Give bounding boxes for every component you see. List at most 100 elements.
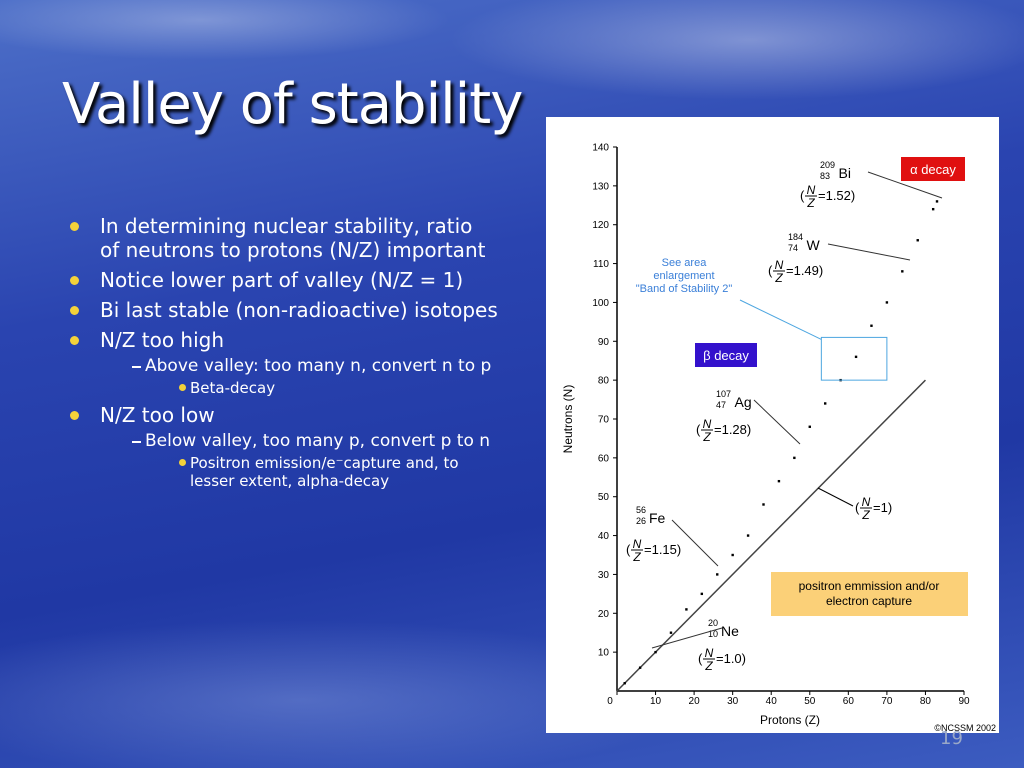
slide-title: Valley of stability bbox=[62, 72, 523, 137]
nuclide-point bbox=[685, 608, 688, 611]
atomic-number: 83 bbox=[820, 171, 830, 181]
bullet-text: In determining nuclear stability, ratio … bbox=[100, 214, 486, 262]
nuclide-point bbox=[777, 479, 781, 483]
x-tick-label: 60 bbox=[843, 696, 855, 707]
x-axis-label: Protons (Z) bbox=[760, 713, 820, 727]
nuclide-point bbox=[931, 207, 935, 211]
bullet-text: Notice lower part of valley (N/Z = 1) bbox=[100, 268, 464, 292]
ratio-bottom: Z bbox=[632, 550, 641, 564]
ratio-top: N bbox=[862, 495, 871, 509]
y-tick-label: 100 bbox=[592, 298, 609, 309]
bullet-marker bbox=[70, 306, 79, 315]
annotation-arrow bbox=[753, 399, 801, 445]
nuclide-point bbox=[854, 355, 858, 359]
enlargement-note: enlargement bbox=[653, 270, 714, 282]
annotation-arrow bbox=[827, 243, 911, 261]
beta-box bbox=[695, 343, 757, 367]
x-tick-label: 90 bbox=[958, 696, 970, 707]
nuclide-point bbox=[746, 534, 750, 537]
mass-number: 107 bbox=[716, 389, 731, 399]
ratio-top: N bbox=[705, 646, 714, 660]
slide-number: 19 bbox=[940, 728, 963, 749]
bullet-item: Below valley, too many p, convert p to n… bbox=[100, 431, 498, 490]
bullet-marker bbox=[179, 459, 186, 466]
ratio-rest: =1.28) bbox=[714, 422, 751, 437]
ratio-paren: ( bbox=[768, 263, 773, 278]
nuclide-point bbox=[638, 666, 642, 669]
ratio-rest: =1.15) bbox=[644, 542, 681, 557]
bullet-marker bbox=[179, 384, 186, 391]
nuclide-point bbox=[885, 301, 889, 304]
ratio-bottom: Z bbox=[774, 271, 783, 285]
enlargement-note: See area bbox=[662, 257, 708, 269]
y-tick-label: 20 bbox=[598, 609, 610, 620]
y-tick-label: 40 bbox=[598, 531, 610, 542]
bullet-marker bbox=[70, 222, 79, 231]
atomic-number: 74 bbox=[788, 243, 798, 253]
nuclide-point bbox=[824, 402, 827, 405]
nuclide-point bbox=[669, 631, 673, 634]
dash-marker bbox=[132, 441, 141, 443]
nuclide-point bbox=[793, 456, 796, 460]
y-axis-label: Neutrons (N) bbox=[561, 385, 575, 454]
bullet-text: Above valley: too many n, convert n to p bbox=[145, 356, 492, 376]
alpha-box bbox=[901, 157, 965, 181]
y-tick-label: 110 bbox=[593, 259, 609, 270]
bullet-item: N/Z too high Above valley: too many n, co… bbox=[68, 328, 498, 397]
mass-number: 209 bbox=[820, 160, 835, 170]
y-tick-label: 130 bbox=[592, 181, 609, 192]
nuclide-point bbox=[700, 592, 704, 596]
ratio-rest: =1.0) bbox=[716, 651, 746, 666]
beta-label: β decay bbox=[703, 348, 749, 363]
bullet-marker bbox=[70, 336, 79, 345]
positron-label: electron capture bbox=[826, 594, 912, 608]
ratio-top: N bbox=[703, 417, 712, 431]
reference-line bbox=[616, 379, 926, 692]
element-symbol: Fe bbox=[649, 510, 666, 526]
x-tick-label: 50 bbox=[804, 696, 816, 707]
ratio-rest: =1.49) bbox=[786, 263, 823, 278]
annotation-arrow bbox=[671, 519, 719, 567]
ratio-paren: ( bbox=[698, 651, 703, 666]
nuclide-point bbox=[731, 553, 734, 557]
ratio-arrow bbox=[817, 487, 854, 507]
element-symbol: W bbox=[807, 237, 821, 253]
ratio-top: N bbox=[775, 258, 784, 272]
nuclide-point bbox=[716, 573, 719, 576]
mass-number: 184 bbox=[788, 232, 803, 242]
nuclide-point bbox=[916, 239, 919, 242]
bullet-marker bbox=[70, 411, 79, 420]
ratio-bottom: Z bbox=[702, 430, 711, 444]
element-symbol: Ne bbox=[721, 623, 739, 639]
ratio-top: N bbox=[807, 183, 816, 197]
ratio-paren: ( bbox=[855, 500, 860, 515]
atomic-number: 10 bbox=[708, 629, 718, 639]
x-tick-label: 0 bbox=[607, 696, 613, 707]
bullet-text: N/Z too low bbox=[100, 403, 215, 427]
bullet-text: Below valley, too many p, convert p to n bbox=[145, 431, 491, 451]
y-tick-label: 80 bbox=[598, 376, 610, 387]
atomic-number: 26 bbox=[636, 516, 646, 526]
enlargement-note: "Band of Stability 2" bbox=[636, 283, 733, 295]
positron-label: positron emmission and/or bbox=[799, 579, 940, 593]
mass-number: 20 bbox=[708, 618, 718, 628]
nuclide-point bbox=[870, 324, 873, 327]
nuclide-point bbox=[935, 200, 939, 203]
bullet-text: Bi last stable (non-radioactive) isotope… bbox=[100, 298, 498, 322]
x-tick-label: 20 bbox=[689, 696, 701, 707]
atomic-number: 47 bbox=[716, 400, 726, 410]
mass-number: 56 bbox=[636, 505, 646, 515]
y-tick-label: 70 bbox=[598, 415, 610, 426]
annotation-arrow bbox=[867, 171, 943, 199]
annotation-arrow bbox=[651, 627, 723, 649]
bullet-item: Positron emission/e⁻capture and, to less… bbox=[145, 454, 498, 490]
y-tick-label: 90 bbox=[598, 337, 610, 348]
alpha-label: α decay bbox=[910, 162, 956, 177]
y-tick-label: 50 bbox=[598, 492, 610, 503]
nuclide-point bbox=[901, 270, 904, 273]
ratio-paren: ( bbox=[800, 188, 805, 203]
ratio-bottom: Z bbox=[806, 196, 815, 210]
chart-panel bbox=[546, 117, 999, 733]
